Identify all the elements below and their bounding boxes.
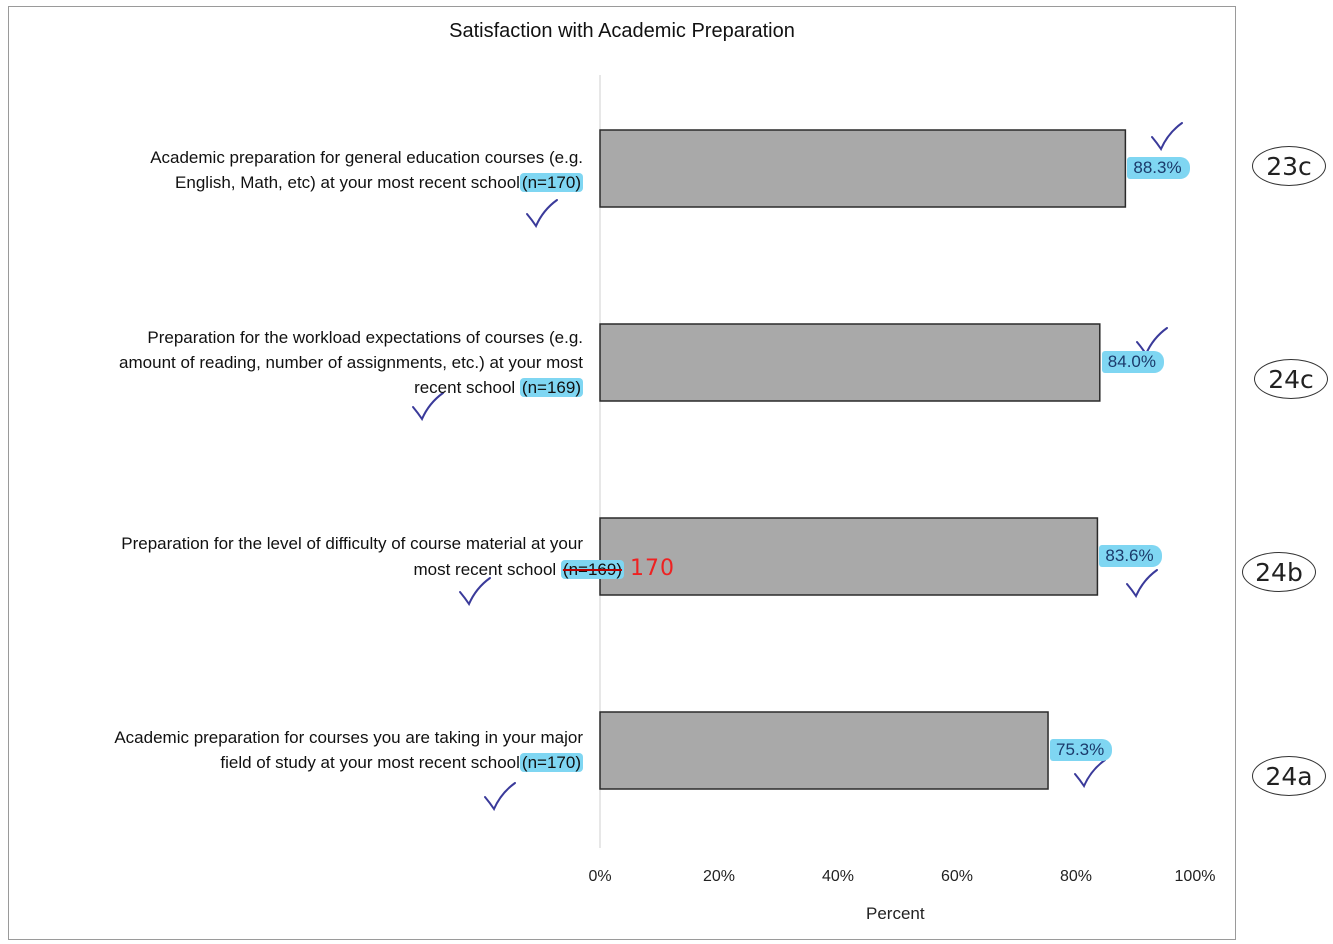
n-correction: 170 [630,556,675,581]
category-label-line2: field of study at your most recent schoo… [220,753,583,772]
x-tick-label-1: 20% [702,868,736,885]
x-tick-label-3: 60% [940,868,974,885]
chart-title: Satisfaction with Academic Preparation [449,20,795,42]
bar-0 [599,129,1127,208]
bar-1 [599,323,1101,402]
check-mark-3 [412,392,444,422]
bar-2 [599,517,1099,596]
check-mark-4 [1126,569,1158,599]
category-label-line2: most recent school (n=169) 170 [413,556,675,581]
category-label-1: Preparation for the workload expectation… [23,325,583,400]
category-label-line1: Preparation for the level of difficulty … [121,534,583,553]
n-note: (n=170) [519,753,583,772]
n-note: (n=169) [519,378,583,397]
check-mark-5 [459,577,491,607]
check-mark-1 [526,199,558,229]
x-axis-title: Percent [866,904,925,923]
handwritten-code-3: 24a [1252,756,1326,796]
category-label-line1: Academic preparation for courses you are… [114,728,583,747]
x-tick-label-0: 0% [588,868,612,885]
category-label-2: Preparation for the level of difficulty … [23,531,674,582]
check-mark-0 [1151,122,1183,152]
handwritten-code-0: 23c [1252,146,1326,186]
n-note: (n=170) [519,173,583,192]
category-label-line3: recent school (n=169) [414,378,583,397]
category-label-3: Academic preparation for courses you are… [23,725,583,775]
x-tick-label-4: 80% [1059,868,1093,885]
value-label-0: 88.3% [1127,157,1190,179]
category-label-line2: amount of reading, number of assignments… [119,353,583,372]
handwritten-code-2: 24b [1242,552,1316,592]
value-label-1: 84.0% [1101,351,1164,373]
x-tick-label-2: 40% [821,868,855,885]
category-label-line2: English, Math, etc) at your most recent … [175,173,583,192]
bar-3 [599,711,1049,790]
check-mark-6 [1074,759,1106,789]
value-label-3: 75.3% [1050,739,1113,761]
check-mark-7 [484,782,516,812]
n-note: (n=169) [560,560,624,579]
handwritten-code-1: 24c [1254,359,1328,399]
category-label-0: Academic preparation for general educati… [23,145,583,195]
category-label-line1: Academic preparation for general educati… [150,148,583,167]
value-label-2: 83.6% [1099,545,1162,567]
x-tick-label-5: 100% [1174,868,1216,885]
category-label-line1: Preparation for the workload expectation… [147,328,583,347]
